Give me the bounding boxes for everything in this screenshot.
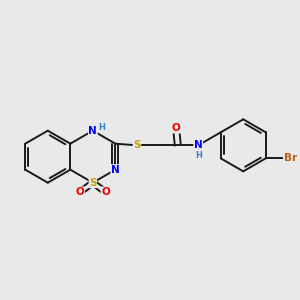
Text: N: N: [111, 165, 120, 175]
Text: N: N: [88, 126, 97, 136]
Text: N: N: [194, 140, 203, 150]
Text: S: S: [89, 178, 97, 188]
Text: H: H: [98, 124, 105, 133]
Text: O: O: [172, 123, 181, 133]
Text: Br: Br: [284, 153, 297, 163]
Text: H: H: [195, 151, 202, 160]
Text: O: O: [76, 187, 85, 197]
Text: O: O: [101, 187, 110, 197]
Text: S: S: [133, 140, 141, 150]
